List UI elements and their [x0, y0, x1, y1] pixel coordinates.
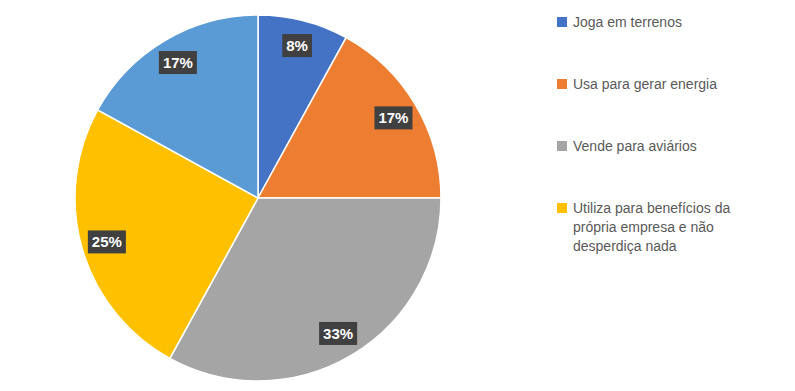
- data-label: 33%: [323, 325, 353, 342]
- pie: [75, 15, 441, 381]
- legend-label-line: Usa para gerar energia: [573, 76, 717, 92]
- data-label-box: [282, 34, 312, 57]
- pie-slice: [258, 38, 441, 198]
- data-label: 25%: [92, 233, 122, 250]
- legend-label: Usa para gerar energia: [573, 76, 717, 92]
- legend-label: Joga em terrenos: [573, 14, 682, 30]
- data-label: 17%: [378, 109, 408, 126]
- legend: Joga em terrenos Usa para gerar energia Ve…: [557, 14, 730, 254]
- legend-swatch: [557, 203, 567, 213]
- data-label-box: [374, 106, 412, 129]
- data-label-box: [319, 322, 357, 345]
- pie-slice: [98, 15, 258, 198]
- legend-label-line: Utiliza para benefícios da: [573, 200, 730, 216]
- legend-label: Vende para aviários: [573, 138, 697, 154]
- data-label-box: [159, 51, 197, 74]
- data-label: 17%: [163, 54, 193, 71]
- legend-label-line: própria empresa e não: [573, 219, 714, 235]
- legend-swatch: [557, 141, 567, 151]
- legend-label-line: Vende para aviários: [573, 138, 697, 154]
- legend-label: Utiliza para benefícios da própria empres…: [573, 200, 730, 254]
- data-label: 8%: [286, 37, 308, 54]
- legend-swatch: [557, 79, 567, 89]
- legend-label-line: Joga em terrenos: [573, 14, 682, 30]
- chart: 8% 17% 33% 25% 17% Joga em terrenos Usa para g…: [0, 0, 795, 391]
- legend-label-line: desperdiça nada: [573, 238, 677, 254]
- data-label-box: [88, 230, 126, 253]
- legend-swatch: [557, 17, 567, 27]
- data-labels: 8% 17% 33% 25% 17%: [88, 34, 413, 345]
